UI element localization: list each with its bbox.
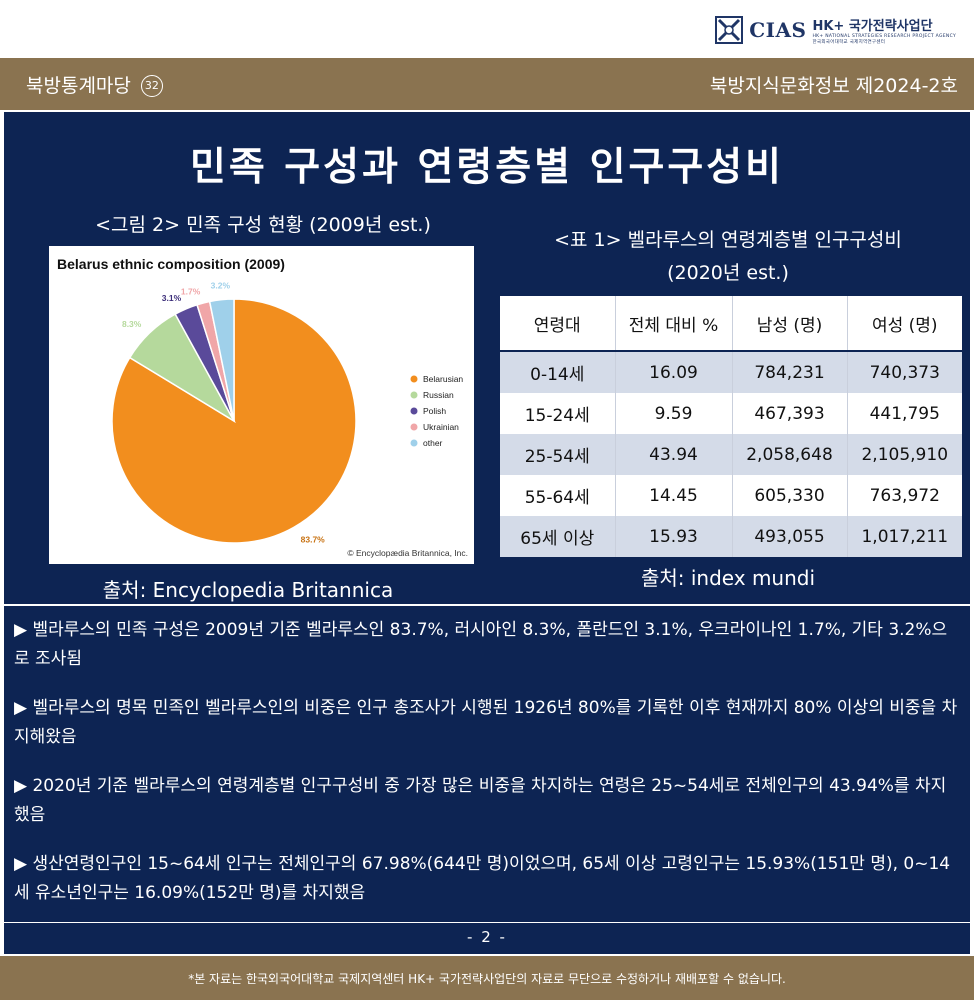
bullet-item: ▶ 2020년 기준 벨라루스의 연령계층별 인구구성비 중 가장 많은 비중을… xyxy=(14,776,947,825)
issue-label: 북방지식문화정보 제2024-2호 xyxy=(709,74,958,97)
logo-subtitle-en: HK+ NATIONAL STRATEGIES RESEARCH PROJECT… xyxy=(812,34,956,39)
header-male: 남성 (명) xyxy=(731,296,847,352)
table-caption-line1: <표 1> 벨라루스의 연령계층별 인구구성비 xyxy=(554,229,902,251)
cell-male: 784,231 xyxy=(731,351,847,393)
page-number: - 2 - xyxy=(467,928,507,946)
cell-percent: 15.93 xyxy=(614,516,732,557)
cell-female: 763,972 xyxy=(846,475,962,516)
cell-percent: 16.09 xyxy=(614,351,732,393)
footer-notice: *본 자료는 한국외국어대학교 국제지역센터 HK+ 국가전략사업단의 자료로 … xyxy=(188,971,786,986)
cell-female: 740,373 xyxy=(846,351,962,393)
legend-swatch-other xyxy=(410,439,418,447)
pie-label-other: 3.2% xyxy=(211,281,231,291)
legend-swatch-belarusian xyxy=(410,375,418,383)
cell-percent: 9.59 xyxy=(614,393,732,434)
legend-label-other: other xyxy=(423,438,443,448)
cias-emblem-icon xyxy=(715,16,744,44)
table-row: 0-14세 16.09 784,231 740,373 xyxy=(500,351,962,393)
pie-label-ukrainian: 1.7% xyxy=(181,286,201,296)
header-female: 여성 (명) xyxy=(846,296,962,352)
series-number-badge: 32 xyxy=(140,75,163,97)
page-title: 민족 구성과 연령층별 인구구성비 xyxy=(189,145,785,190)
cell-percent: 43.94 xyxy=(614,434,732,475)
table-header-row: 연령대 전체 대비 % 남성 (명) 여성 (명) xyxy=(500,296,962,352)
figure-source: 출처: Encyclopedia Britannica xyxy=(102,578,394,602)
cell-age: 65세 이상 xyxy=(500,516,615,557)
legend-label-russian: Russian xyxy=(423,390,454,400)
pie-chart: 83.7% 8.3% 3.1% 1.7% 3.2% Belarusian Russian Po… xyxy=(49,246,474,564)
cell-age: 55-64세 xyxy=(500,475,615,516)
header-bar: 북방통계마당 32 북방지식문화정보 제2024-2호 xyxy=(0,58,974,110)
cell-female: 1,017,211 xyxy=(846,516,962,557)
table-row: 25-54세 43.94 2,058,648 2,105,910 xyxy=(500,434,962,475)
pie-slice-other xyxy=(208,298,235,422)
cell-male: 2,058,648 xyxy=(731,434,847,475)
header-age: 연령대 xyxy=(500,296,615,352)
legend-swatch-ukrainian xyxy=(410,423,418,431)
cell-age: 25-54세 xyxy=(500,434,615,475)
age-structure-table: 연령대 전체 대비 % 남성 (명) 여성 (명) 0-14세 16.09 78… xyxy=(500,296,962,557)
series-name: 북방통계마당 xyxy=(26,74,131,97)
cell-age: 15-24세 xyxy=(500,393,615,434)
table-caption-line2: (2020년 est.) xyxy=(667,262,789,284)
table-row: 65세 이상 15.93 493,055 1,017,211 xyxy=(500,516,962,557)
table-row: 15-24세 9.59 467,393 441,795 xyxy=(500,393,962,434)
legend-swatch-russian xyxy=(410,391,418,399)
legend-label-ukrainian: Ukrainian xyxy=(423,422,459,432)
logo-subtitle-ko: 한국외국어대학교 국제지역연구센터 xyxy=(812,40,886,45)
series-label: 북방통계마당 32 xyxy=(26,71,163,98)
cias-logo: CIAS HK+ 국가전략사업단 HK+ NATIONAL STRATEGIES… xyxy=(715,12,956,48)
cell-age: 0-14세 xyxy=(500,351,615,393)
cell-male: 605,330 xyxy=(731,475,847,516)
pie-label-russian: 8.3% xyxy=(122,319,142,329)
summary-bullets: ▶ 벨라루스의 민족 구성은 2009년 기준 벨라루스인 83.7%, 러시아… xyxy=(14,616,958,928)
table-source: 출처: index mundi xyxy=(640,566,816,590)
cell-percent: 14.45 xyxy=(614,475,732,516)
section-divider xyxy=(4,604,970,606)
pie-chart-svg: 83.7% 8.3% 3.1%1.7% 3.2% Belarusian Russian Po… xyxy=(111,281,463,545)
chart-title: Belarus ethnic composition (2009) xyxy=(57,256,285,272)
bullet-item: ▶ 생산연령인구인 15~64세 인구는 전체인구의 67.98%(644만 명… xyxy=(14,854,951,903)
legend-swatch-polish xyxy=(410,407,418,415)
bullet-item: ▶ 벨라루스의 명목 민족인 벨라루스인의 비중은 인구 총조사가 시행된 19… xyxy=(14,698,958,747)
cell-female: 441,795 xyxy=(846,393,962,434)
cell-male: 493,055 xyxy=(731,516,847,557)
pie-label-polish: 3.1% xyxy=(162,293,182,303)
table-caption: <표 1> 벨라루스의 연령계층별 인구구성비 (2020년 est.) xyxy=(498,224,958,290)
header-percent: 전체 대비 % xyxy=(614,296,732,352)
logo-program: HK+ 국가전략사업단 xyxy=(812,19,933,34)
bottom-divider xyxy=(4,922,970,923)
logo-text: CIAS xyxy=(749,18,807,42)
cell-male: 467,393 xyxy=(731,393,847,434)
pie-label-belarusian: 83.7% xyxy=(301,535,326,545)
figure-caption: <그림 2> 민족 구성 현황 (2009년 est.) xyxy=(95,214,431,236)
cell-female: 2,105,910 xyxy=(846,434,962,475)
legend-label-polish: Polish xyxy=(423,406,446,416)
table-row: 55-64세 14.45 605,330 763,972 xyxy=(500,475,962,516)
footer-bar: *본 자료는 한국외국어대학교 국제지역센터 HK+ 국가전략사업단의 자료로 … xyxy=(0,956,974,1000)
bullet-item: ▶ 벨라루스의 민족 구성은 2009년 기준 벨라루스인 83.7%, 러시아… xyxy=(14,620,948,669)
chart-credit: © Encyclopædia Britannica, Inc. xyxy=(347,548,468,558)
legend-label-belarusian: Belarusian xyxy=(423,374,463,384)
